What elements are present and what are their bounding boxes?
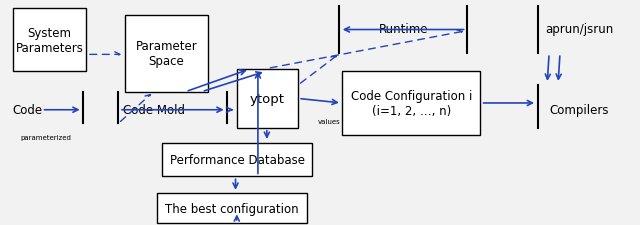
- Text: aprun/jsrun: aprun/jsrun: [545, 23, 613, 36]
- Text: Code: Code: [13, 104, 43, 117]
- Text: Parameter
Space: Parameter Space: [136, 40, 197, 68]
- FancyBboxPatch shape: [162, 143, 312, 177]
- Text: The best configuration: The best configuration: [165, 202, 299, 215]
- Text: values: values: [318, 119, 341, 124]
- FancyBboxPatch shape: [13, 9, 86, 72]
- Text: Performance Database: Performance Database: [170, 153, 305, 166]
- FancyBboxPatch shape: [237, 70, 298, 128]
- Text: Code Configuration i
(i=1, 2, …, n): Code Configuration i (i=1, 2, …, n): [351, 90, 472, 117]
- Text: Code Mold: Code Mold: [123, 104, 184, 117]
- Text: Compilers: Compilers: [550, 104, 609, 117]
- Text: ytopt: ytopt: [250, 92, 285, 106]
- Text: Runtime: Runtime: [378, 23, 428, 36]
- FancyBboxPatch shape: [125, 16, 208, 92]
- Text: parameterized: parameterized: [20, 134, 72, 140]
- FancyBboxPatch shape: [157, 194, 307, 223]
- FancyBboxPatch shape: [342, 72, 480, 135]
- Text: System
Parameters: System Parameters: [15, 27, 84, 54]
